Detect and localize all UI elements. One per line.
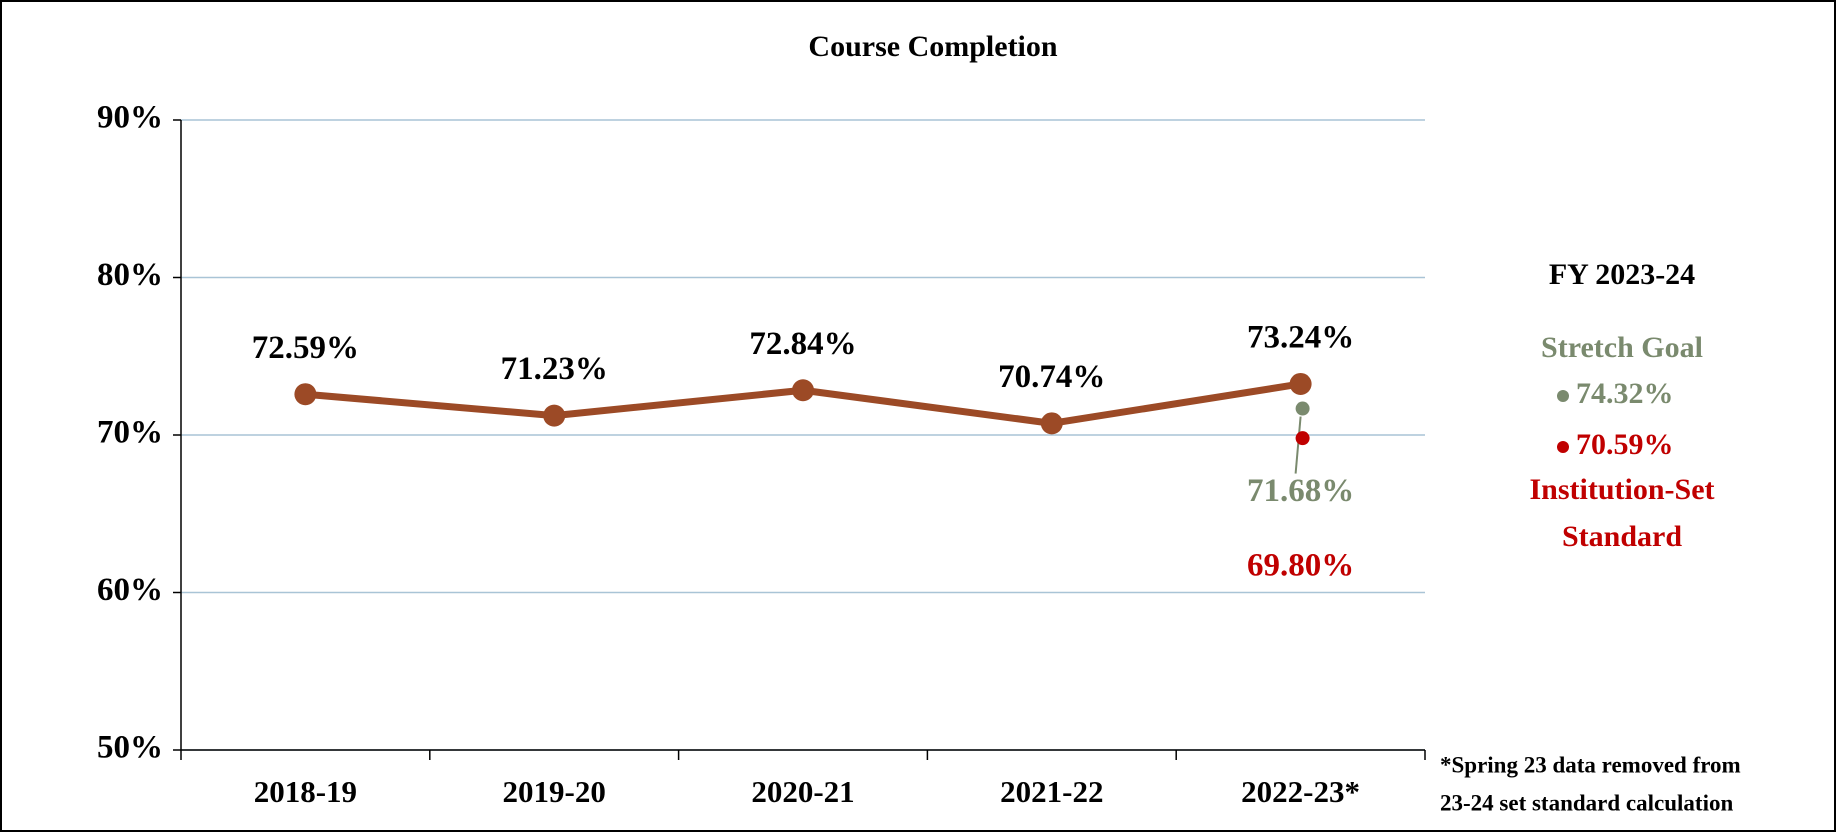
footnote: *Spring 23 data removed from — [1440, 752, 1741, 777]
target-bullet — [1557, 390, 1569, 402]
x-tick-label: 2022-23* — [1241, 774, 1360, 809]
point — [294, 383, 317, 406]
value-label: 72.84% — [749, 326, 856, 362]
target-value: 74.32% — [1576, 377, 1674, 410]
point — [1295, 431, 1310, 446]
value-label: 70.74% — [998, 359, 1105, 395]
target-bullet — [1557, 441, 1569, 453]
footnote: 23-24 set standard calculation — [1440, 790, 1733, 815]
value-label: 69.80% — [1247, 548, 1354, 584]
y-tick-label: 50% — [97, 730, 163, 766]
x-tick-label: 2020-21 — [751, 774, 854, 809]
point — [543, 404, 566, 427]
point — [1295, 401, 1310, 416]
point — [1289, 372, 1312, 395]
target-name: Institution-Set Standard — [1529, 473, 1714, 553]
leader-line — [1294, 416, 1302, 474]
value-label: 71.68% — [1247, 473, 1354, 509]
chart-title: Course Completion — [808, 30, 1057, 63]
value-label: 72.59% — [252, 330, 359, 366]
point — [792, 379, 814, 402]
value-label: 71.23% — [501, 351, 608, 387]
y-tick-label: 90% — [97, 100, 163, 136]
point — [1040, 412, 1063, 435]
y-tick-label: 60% — [97, 572, 163, 608]
targets-title: FY 2023-24 — [1549, 258, 1695, 291]
x-tick-label: 2018-19 — [254, 774, 357, 809]
x-tick-label: 2019-20 — [503, 774, 606, 809]
target-value: 70.59% — [1576, 428, 1674, 461]
value-label: 73.24% — [1247, 320, 1354, 356]
target-name: Stretch Goal — [1541, 331, 1703, 364]
x-tick-label: 2021-22 — [1000, 774, 1103, 809]
y-tick-label: 80% — [97, 257, 163, 293]
y-tick-label: 70% — [97, 415, 163, 451]
